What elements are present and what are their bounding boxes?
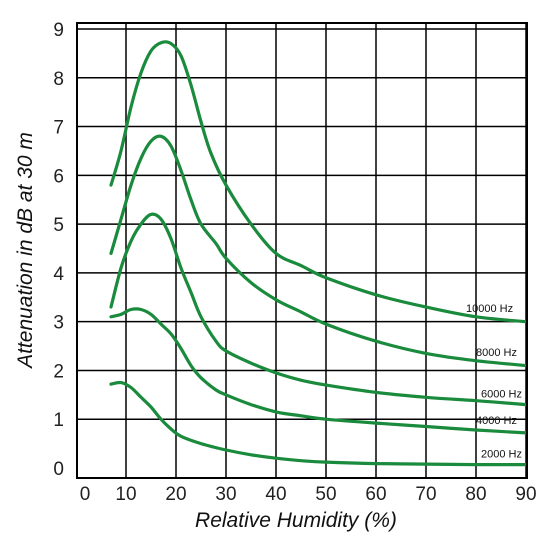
series-label: 10000 Hz	[466, 303, 513, 315]
y-tick-label: 8	[53, 69, 64, 90]
x-tick-label: 30	[215, 484, 236, 505]
x-tick-label: 20	[165, 484, 186, 505]
y-tick-label: 0	[53, 459, 64, 480]
series-label: 6000 Hz	[481, 388, 522, 400]
x-tick-label: 60	[365, 484, 386, 505]
y-tick-labels: 0 1 2 3 4 5 6 7 8 9	[53, 20, 64, 480]
x-tick-label: 10	[115, 484, 136, 505]
series-labels: 10000 Hz 8000 Hz 6000 Hz 4000 Hz 2000 Hz	[466, 303, 522, 460]
x-tick-label: 0	[80, 484, 91, 505]
grid	[77, 23, 527, 478]
y-tick-label: 5	[53, 215, 64, 236]
y-tick-label: 2	[53, 361, 64, 382]
series-label: 4000 Hz	[476, 415, 517, 427]
y-tick-label: 7	[53, 118, 64, 139]
series-lines	[109, 40, 528, 467]
series-label: 2000 Hz	[481, 448, 522, 460]
x-tick-label: 70	[415, 484, 436, 505]
x-tick-labels: 0 10 20 30 40 50 60 70 80 90	[80, 484, 537, 505]
x-tick-label: 50	[315, 484, 336, 505]
series-line-8000-hz	[109, 134, 528, 368]
series-line-6000-hz	[109, 212, 528, 407]
series-label: 8000 Hz	[476, 347, 517, 359]
x-tick-label: 40	[265, 484, 286, 505]
y-tick-label: 4	[53, 264, 64, 285]
x-tick-label: 90	[515, 484, 536, 505]
series-line-4000-hz	[109, 307, 528, 435]
plot-frame	[76, 22, 528, 479]
x-tick-label: 80	[465, 484, 486, 505]
y-tick-label: 1	[53, 410, 64, 431]
y-axis-title: Attenuation in dB at 30 m	[14, 132, 37, 370]
series-line-2000-hz	[109, 380, 528, 467]
y-tick-label: 6	[53, 166, 64, 187]
x-axis-title: Relative Humidity (%)	[195, 509, 397, 532]
y-tick-label: 3	[53, 313, 64, 334]
series-line-10000-hz	[109, 40, 528, 324]
y-tick-label: 9	[53, 20, 64, 41]
